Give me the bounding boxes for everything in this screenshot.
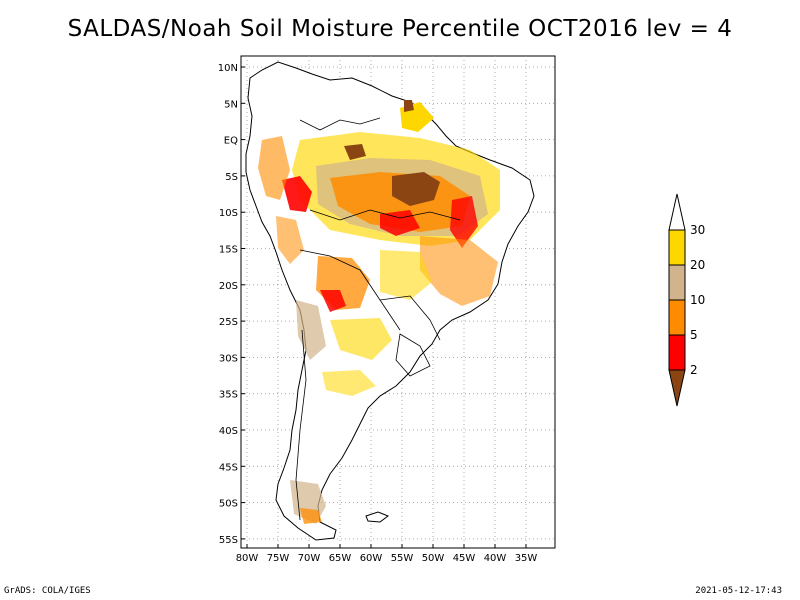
land-layer [245, 61, 535, 541]
country-border [309, 209, 461, 221]
legend-top-arrow [668, 193, 686, 231]
shade-red-east [450, 196, 478, 248]
map-title: SALDAS/Noah Soil Moisture Percentile OCT… [67, 16, 733, 42]
country-borders [295, 117, 461, 521]
latitude-label: EQ [224, 136, 238, 147]
shade-red-center [380, 210, 420, 236]
country-border [379, 295, 441, 341]
latitude-label: 50S [219, 499, 238, 510]
shade-orange-patagonia [300, 508, 322, 524]
latitude-labels: 10N 5N EQ 5S 10S 15S 20S 25S 30S 35S 40S 45S 50S 55S [218, 63, 238, 546]
latitude-label: 20S [219, 281, 238, 292]
longitude-label: 40W [484, 553, 507, 564]
shade-brown-guiana [404, 100, 414, 112]
shade-red-bolivia [320, 290, 346, 312]
legend-box-30-20 [668, 229, 686, 266]
legend-label-5: 5 [690, 328, 698, 342]
country-border [299, 249, 401, 331]
longitude-label: 70W [298, 553, 321, 564]
footer-timestamp: 2021-05-12-17:43 [695, 586, 782, 596]
longitude-label: 35W [515, 553, 538, 564]
latitude-label: 45S [219, 462, 238, 473]
country-border [295, 329, 307, 521]
legend-box-10-5 [668, 299, 686, 336]
shade-red-west [282, 176, 312, 212]
longitude-label: 45W [453, 553, 476, 564]
shade-yellow-pampas [322, 370, 376, 396]
map-frame [240, 55, 556, 549]
latitude-label: 30S [219, 353, 238, 364]
latitude-label: 40S [219, 426, 238, 437]
latitude-label: 10S [219, 208, 238, 219]
shade-orange-peru [258, 136, 290, 200]
legend-label-30: 30 [690, 223, 705, 237]
latitude-label: 35S [219, 390, 238, 401]
legend-label-10: 10 [690, 293, 705, 307]
longitude-label: 80W [236, 553, 259, 564]
shade-brown-center [392, 172, 440, 206]
latitude-label: 10N [218, 63, 238, 74]
longitude-label: 75W [267, 553, 290, 564]
latitude-label: 5S [225, 172, 238, 183]
shade-yellow-central [380, 250, 432, 300]
latitude-label: 5N [224, 99, 238, 110]
longitude-label: 55W [391, 553, 414, 564]
shade-orange-central [420, 236, 498, 306]
latitude-label: 25S [219, 317, 238, 328]
longitude-labels: 80W 75W 70W 65W 60W 55W 50W 45W 40W 35W [236, 553, 538, 564]
legend-box-5-2 [668, 334, 686, 371]
legend-bottom-arrow [668, 369, 686, 407]
legend-box-20-10 [668, 264, 686, 301]
country-border [395, 333, 431, 377]
shade-orange-peru-south [276, 216, 304, 264]
latitude-label: 55S [219, 535, 238, 546]
shade-yellow-argentina [330, 318, 392, 360]
country-border [299, 117, 381, 131]
longitude-label: 65W [329, 553, 352, 564]
footer-credit: GrADS: COLA/IGES [4, 586, 91, 596]
shade-brown-amazon [344, 144, 366, 160]
color-legend: 30 20 10 5 2 [668, 193, 705, 407]
longitude-label: 60W [360, 553, 383, 564]
legend-label-20: 20 [690, 258, 705, 272]
falklands-outline [365, 511, 390, 523]
longitude-label: 50W [422, 553, 445, 564]
latitude-label: 15S [219, 245, 238, 256]
south-america-outline [245, 61, 535, 541]
legend-label-2: 2 [690, 363, 698, 377]
